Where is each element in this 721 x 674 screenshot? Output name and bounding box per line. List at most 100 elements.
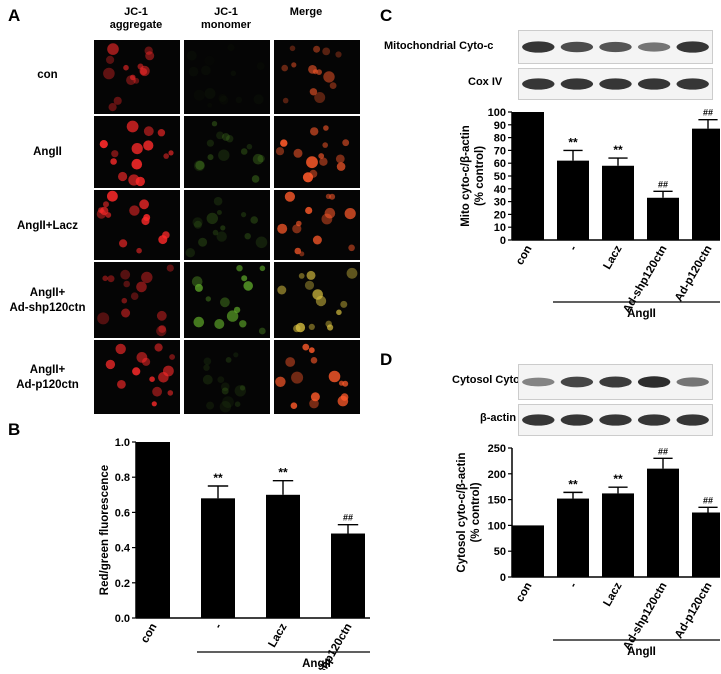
micrograph-r2-c3: [274, 116, 360, 188]
cell-blob: [126, 75, 136, 85]
cell-blob: [136, 281, 147, 293]
y-tick-label: 200: [488, 469, 506, 481]
cell-blob: [241, 212, 247, 218]
cell-blob: [316, 69, 322, 75]
cell-blob: [313, 45, 321, 53]
micrograph-r1-c1: [94, 40, 180, 114]
y-tick-label: 250: [488, 443, 506, 455]
cell-blob: [306, 156, 318, 169]
cell-blob: [206, 401, 215, 410]
y-tick-label: 40: [494, 184, 506, 196]
cell-blob: [309, 169, 318, 178]
cell-blob: [291, 371, 304, 384]
cell-blob: [143, 126, 154, 137]
cell-blob: [207, 103, 212, 108]
cell-blob: [107, 275, 115, 283]
micrograph-cells: [277, 191, 356, 257]
cell-blob: [310, 392, 320, 402]
cell-blob: [257, 154, 265, 163]
cell-blob: [158, 325, 167, 333]
cell-blob: [259, 265, 266, 272]
blot-band: [560, 376, 594, 388]
row-label-angii-shp120ctn-line1: AngII+: [29, 287, 66, 299]
cell-blob: [130, 74, 136, 81]
cell-blob: [324, 207, 336, 219]
cell-blob: [141, 216, 150, 226]
cell-blob: [123, 64, 129, 71]
blot-band: [522, 78, 555, 90]
cell-blob: [168, 150, 174, 156]
cell-blob: [308, 323, 315, 330]
cell-blob: [281, 64, 288, 72]
cell-blob: [255, 236, 268, 249]
cell-blob: [106, 55, 115, 64]
micrograph-cells: [99, 120, 174, 187]
row-label-angii-shp120ctn-line2: Ad-shp120ctn: [9, 302, 86, 314]
cell-blob: [135, 176, 145, 187]
micrograph-cells: [277, 267, 358, 333]
y-axis-label: Cytosol cyto-c/β-actin: [456, 452, 468, 572]
y-tick-label: 100: [488, 520, 506, 532]
cell-blob: [230, 70, 237, 77]
cell-blob: [243, 281, 253, 291]
significance-label: ##: [658, 179, 668, 189]
bar: [557, 498, 589, 577]
category-label: con: [514, 581, 535, 605]
category-label: con: [514, 244, 535, 268]
y-axis-label: Mito cyto-c/β-actin: [460, 125, 472, 227]
blot-bands-cox-iv: [522, 78, 709, 90]
row-label-angii-shp120ctn: AngII+ Ad-shp120ctn: [0, 286, 95, 316]
column-header-aggregate: JC-1 aggregate: [96, 6, 176, 32]
cell-blob: [203, 364, 210, 371]
micrograph-cells: [275, 343, 349, 409]
category-label: con: [139, 622, 160, 646]
blot-band: [522, 414, 555, 426]
cell-blob: [118, 171, 128, 182]
blot-label-mito-cytoc: Mitochondrial Cyto-c: [384, 40, 494, 52]
micrograph-r3-c1: [94, 190, 180, 260]
cell-blob: [322, 142, 328, 148]
cell-blob: [225, 357, 232, 363]
y-tick-label: 0.8: [115, 472, 130, 484]
category-label: Ad-shp120ctn: [621, 244, 669, 316]
cell-blob: [139, 199, 149, 210]
row-label-angii-line1: AngII: [33, 146, 62, 158]
cell-blob: [162, 231, 170, 239]
row-label-angii-lacz-line1: AngII+Lacz: [16, 220, 79, 232]
y-tick-label: 60: [494, 158, 506, 170]
blot-strip-beta-actin: [518, 404, 713, 436]
y-tick-label: 0.0: [115, 613, 130, 625]
cell-blob: [204, 88, 216, 99]
bar: [331, 533, 365, 618]
blot-band: [637, 376, 671, 388]
cell-blob: [336, 309, 342, 316]
cell-blob: [252, 153, 264, 165]
cell-blob: [131, 158, 143, 170]
cell-blob: [226, 135, 234, 143]
bar: [136, 442, 170, 618]
cell-blob: [314, 92, 326, 103]
cell-blob: [212, 229, 219, 236]
micrograph-cells: [191, 265, 266, 335]
y-tick-label: 80: [494, 133, 506, 145]
cell-blob: [194, 283, 203, 292]
cell-blob: [207, 154, 214, 161]
cell-blob: [304, 280, 315, 290]
micrograph-cells: [185, 196, 268, 258]
y-tick-label: 20: [494, 209, 506, 221]
cell-blob: [292, 224, 302, 234]
cell-blob: [149, 376, 155, 382]
cell-blob: [213, 196, 223, 206]
cell-blob: [258, 327, 266, 335]
cell-blob: [136, 247, 142, 254]
cell-blob: [110, 158, 117, 165]
panel-a-letter: A: [8, 6, 21, 25]
cell-blob: [188, 66, 199, 77]
bar: [647, 197, 679, 240]
y-tick-label: 100: [488, 107, 506, 119]
category-label: Ad-p120ctn: [673, 581, 715, 641]
column-header-aggregate-line1: JC-1: [124, 6, 148, 18]
cell-blob: [107, 190, 118, 202]
cell-blob: [221, 382, 230, 391]
